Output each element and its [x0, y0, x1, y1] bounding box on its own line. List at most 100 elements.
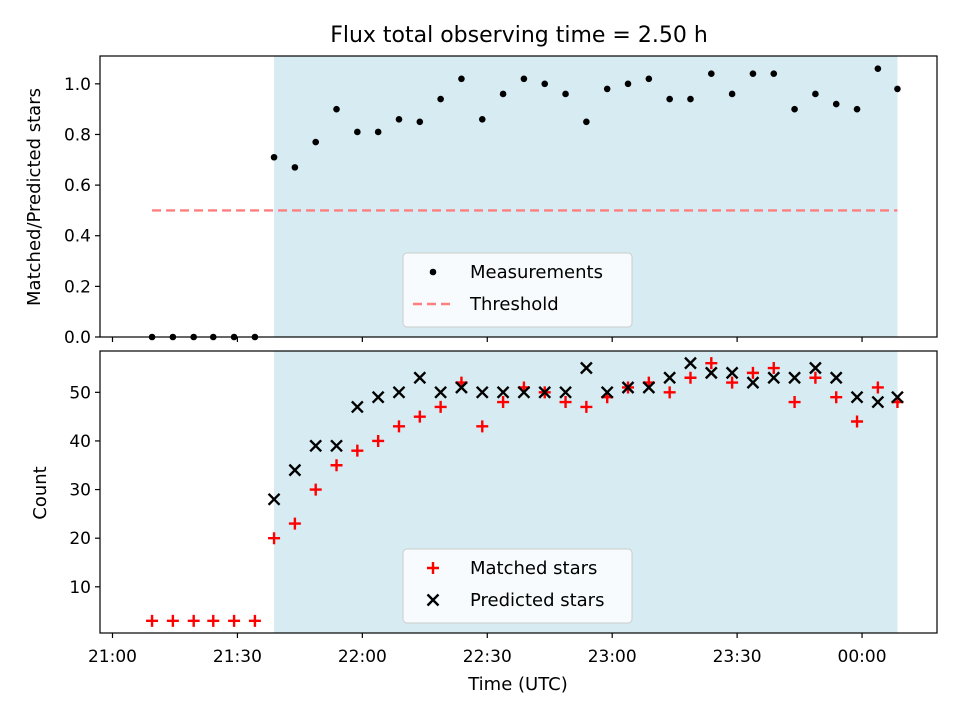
x-axis-label: Time (UTC): [467, 674, 568, 695]
legend-label: Measurements: [470, 262, 603, 283]
measurement-point: [791, 105, 798, 113]
predicted-star-point: [829, 371, 843, 385]
matched-star-point: [788, 396, 801, 409]
predicted-star-point: [392, 385, 406, 399]
matched-star-point: [726, 376, 739, 389]
predicted-star-point: [871, 395, 885, 409]
predicted-star-point: [746, 376, 760, 389]
y-tick-label: 0.8: [64, 125, 91, 145]
predicted-star-point: [788, 371, 801, 385]
matched-star-point: [268, 532, 281, 545]
predicted-star-point: [580, 361, 593, 375]
matched-star-point: [248, 614, 261, 627]
y-tick-label: 50: [69, 383, 91, 403]
matched-star-point: [288, 517, 301, 530]
matched-star-point: [434, 400, 447, 413]
predicted-star-point: [600, 385, 614, 399]
measurement-point: [853, 105, 861, 113]
measurement-point: [832, 100, 840, 108]
matched-star-point: [684, 371, 697, 384]
predicted-star-point: [621, 381, 635, 394]
measurement-point: [624, 80, 632, 88]
y-axis-label-ratio: Matched/Predicted stars: [24, 88, 45, 306]
legend-matched-marker: [427, 562, 439, 574]
measurement-point: [416, 118, 424, 126]
y-tick-label: 0.6: [64, 176, 91, 196]
legend-measurements-marker: [429, 268, 437, 276]
y-tick-label: 30: [69, 481, 91, 501]
measurement-point: [894, 85, 901, 93]
x-tick-label: 21:00: [88, 647, 137, 667]
matched-star-point: [187, 614, 200, 627]
predicted-star-point: [455, 381, 468, 394]
predicted-star-point: [517, 385, 531, 399]
matched-star-point: [559, 396, 572, 409]
matched-star-point: [330, 459, 343, 472]
legend-box: [402, 548, 633, 624]
predicted-star-point: [663, 371, 677, 385]
predicted-star-point: [704, 366, 718, 380]
axes-frame: [99, 55, 938, 338]
y-axis-label-count: Count: [30, 466, 51, 519]
matched-star-point: [767, 362, 780, 375]
matched-star-point: [705, 357, 718, 370]
predicted-star-point: [538, 385, 552, 399]
measurement-point: [291, 164, 299, 171]
measurement-point: [645, 75, 653, 83]
predicted-star-point: [684, 356, 697, 370]
x-tick-label: 00:00: [838, 647, 887, 667]
matched-star-point: [228, 614, 241, 627]
measurement-point: [874, 65, 882, 72]
predicted-star-point: [642, 381, 656, 394]
matched-star-point: [309, 483, 322, 496]
matched-star-point: [580, 400, 593, 413]
y-tick-label: 10: [69, 578, 91, 598]
x-tick-label: 21:30: [213, 647, 262, 667]
ratio-panel: 0.0 0.2 0.4 0.6 0.8 1.0 Measurements Threshold: [64, 55, 938, 348]
y-tick-label: 0.4: [64, 227, 91, 247]
predicted-star-point: [496, 385, 510, 399]
predicted-star-point: [475, 385, 489, 399]
axes-frame: [99, 350, 938, 634]
measurement-point: [312, 138, 320, 146]
measurement-point: [520, 75, 528, 83]
matched-star-point: [851, 415, 864, 428]
predicted-star-point: [891, 390, 904, 404]
matched-star-point: [413, 410, 426, 423]
measurement-point: [499, 90, 507, 98]
measurement-point: [708, 70, 715, 78]
measurement-point: [603, 85, 611, 93]
measurement-point: [666, 95, 673, 103]
legend-predicted-marker: [426, 593, 440, 607]
matched-star-point: [871, 381, 884, 394]
predicted-star-point: [413, 371, 427, 385]
measurement-point: [374, 128, 382, 136]
predicted-star-point: [850, 390, 864, 404]
count-panel: 10 20 30 40 50 21:00 21:30 22:00 22:30 23:00 23:30…: [69, 350, 938, 667]
y-tick-label: 40: [69, 432, 91, 452]
measurement-point: [749, 70, 757, 78]
legend-label: Threshold: [469, 294, 559, 315]
measurement-point: [770, 70, 778, 78]
predicted-star-point: [725, 366, 739, 380]
matched-star-point: [476, 420, 489, 433]
measurement-point: [812, 90, 819, 98]
predicted-star-point: [330, 439, 343, 453]
chart-title: Flux total observing time = 2.50 h: [330, 23, 708, 48]
measurement-point: [333, 105, 340, 113]
x-tick-label: 22:00: [338, 647, 387, 667]
measurement-point: [437, 95, 444, 103]
predicted-star-point: [434, 385, 447, 399]
measurement-point: [541, 80, 549, 88]
legend-label: Predicted stars: [470, 590, 604, 611]
measurement-point: [562, 90, 569, 98]
matched-star-point: [809, 371, 822, 384]
measurement-point: [583, 118, 590, 126]
matched-star-point: [392, 420, 405, 433]
measurement-point: [354, 128, 361, 136]
measurement-point: [270, 153, 278, 161]
predicted-star-point: [288, 463, 302, 477]
predicted-star-point: [767, 371, 781, 385]
measurement-point: [395, 115, 403, 123]
matched-star-point: [746, 366, 759, 379]
